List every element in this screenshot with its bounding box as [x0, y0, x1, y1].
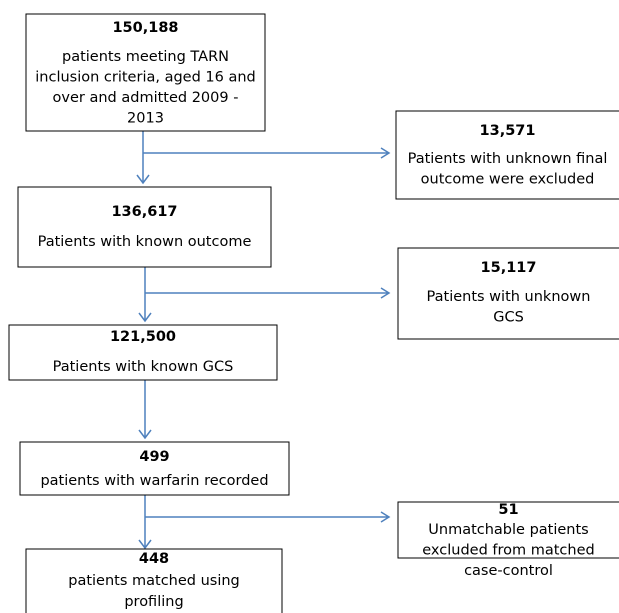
- arrow: [145, 511, 391, 523]
- arrow: [136, 131, 150, 185]
- box-label: outcome were excluded: [421, 172, 595, 188]
- box-label: Patients with known GCS: [53, 359, 234, 375]
- box-count: 150,188: [112, 20, 178, 36]
- flow-box: [17, 186, 272, 268]
- box-label: profiling: [124, 594, 183, 610]
- arrow: [145, 287, 391, 299]
- box-label: over and admitted 2009 -: [53, 90, 239, 106]
- flow-box: [8, 324, 278, 381]
- arrow: [138, 380, 152, 440]
- box-count: 15,117: [481, 260, 537, 276]
- box-label: patients meeting TARN: [62, 49, 229, 65]
- flow-box: [25, 13, 266, 132]
- box-label: excluded from matched: [422, 543, 594, 559]
- flow-box: [397, 501, 619, 559]
- box-label: patients with warfarin recorded: [40, 473, 268, 489]
- arrow: [143, 147, 391, 159]
- arrow: [138, 495, 152, 550]
- arrows: [136, 131, 391, 550]
- box-label: inclusion criteria, aged 16 and: [35, 70, 256, 86]
- arrow: [138, 267, 152, 323]
- box-label: Unmatchable patients: [428, 522, 588, 538]
- flow-box: [395, 110, 619, 200]
- box-count: 448: [139, 551, 169, 567]
- flow-box: [25, 548, 283, 613]
- box-count: 51: [498, 502, 518, 518]
- box-label: Patients with unknown final: [408, 151, 608, 167]
- box-label: Patients with known outcome: [38, 234, 252, 250]
- flow-box: [19, 441, 290, 496]
- flow-box: [397, 247, 619, 340]
- box-count: 499: [139, 449, 169, 465]
- box-label: Patients with unknown: [427, 289, 591, 305]
- box-label: patients matched using: [68, 573, 240, 589]
- box-count: 121,500: [110, 329, 176, 345]
- box-count: 136,617: [111, 204, 177, 220]
- box-label: GCS: [493, 310, 524, 326]
- box-label: 2013: [127, 111, 164, 127]
- box-count: 13,571: [480, 123, 536, 139]
- box-label: case-control: [464, 563, 553, 579]
